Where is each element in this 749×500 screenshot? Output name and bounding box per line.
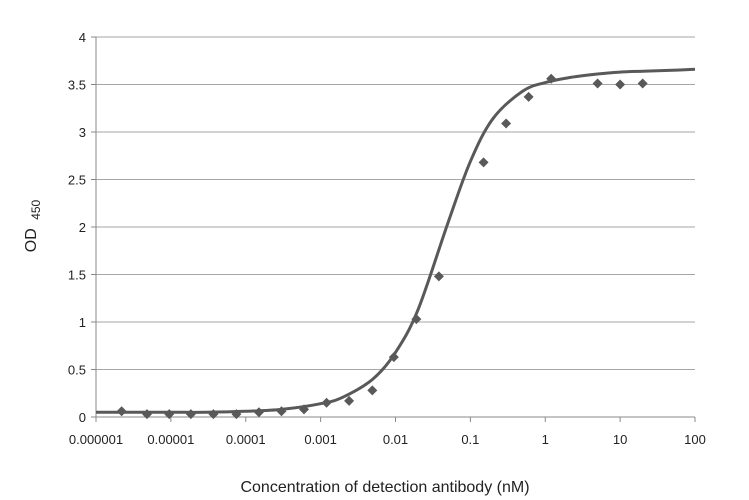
y-tick-label: 0 bbox=[79, 410, 86, 425]
x-tick-label: 10 bbox=[613, 432, 627, 447]
fit-curve bbox=[96, 67, 696, 414]
x-tick-label: 0.000001 bbox=[69, 432, 123, 447]
y-axis-title: OD 450 bbox=[23, 199, 43, 252]
y-tick-labels: 0 0.5 1 1.5 2 2.5 3 3.5 4 bbox=[68, 30, 86, 425]
y-tick-label: 0.5 bbox=[68, 363, 86, 378]
x-tick-label: 0.001 bbox=[304, 432, 337, 447]
x-tick-label: 0.01 bbox=[383, 432, 408, 447]
data-point bbox=[142, 409, 153, 420]
y-axis-title-main: OD bbox=[23, 228, 40, 252]
data-point bbox=[116, 406, 127, 417]
data-point bbox=[433, 271, 444, 282]
data-point bbox=[367, 385, 378, 396]
y-tick-label: 2 bbox=[79, 220, 86, 235]
data-points bbox=[116, 73, 648, 420]
data-point bbox=[253, 407, 264, 418]
data-point bbox=[185, 409, 196, 420]
data-point bbox=[592, 78, 603, 89]
x-tick-label: 0.1 bbox=[461, 432, 479, 447]
data-point bbox=[411, 314, 422, 325]
data-point bbox=[637, 78, 648, 89]
data-point bbox=[388, 352, 399, 363]
y-tick-label: 4 bbox=[79, 30, 86, 45]
data-point bbox=[299, 404, 310, 415]
data-point bbox=[501, 118, 512, 129]
data-point bbox=[164, 409, 175, 420]
data-point bbox=[546, 73, 557, 84]
data-point bbox=[321, 397, 332, 408]
x-tick-labels: 0.000001 0.00001 0.0001 0.001 0.01 0.1 1 10 100 bbox=[69, 432, 706, 447]
y-tick-label: 1 bbox=[79, 315, 86, 330]
y-axis-title-subscript: 450 bbox=[29, 199, 43, 219]
axes bbox=[91, 36, 696, 422]
gridlines bbox=[96, 36, 695, 370]
data-point bbox=[615, 79, 626, 90]
x-tick-label: 100 bbox=[684, 432, 706, 447]
data-point bbox=[208, 409, 219, 420]
y-tick-label: 3.5 bbox=[68, 78, 86, 93]
data-point bbox=[231, 409, 242, 420]
data-point bbox=[276, 406, 287, 417]
x-axis-title: Concentration of detection antibody (nM) bbox=[240, 479, 529, 496]
data-point bbox=[344, 395, 355, 406]
x-tick-label: 0.00001 bbox=[147, 432, 194, 447]
x-tick-label: 1 bbox=[542, 432, 549, 447]
y-tick-label: 1.5 bbox=[68, 268, 86, 283]
data-point bbox=[523, 91, 534, 102]
y-tick-label: 3 bbox=[79, 125, 86, 140]
y-tick-label: 2.5 bbox=[68, 173, 86, 188]
x-tick-label: 0.0001 bbox=[226, 432, 266, 447]
data-point bbox=[478, 157, 489, 168]
